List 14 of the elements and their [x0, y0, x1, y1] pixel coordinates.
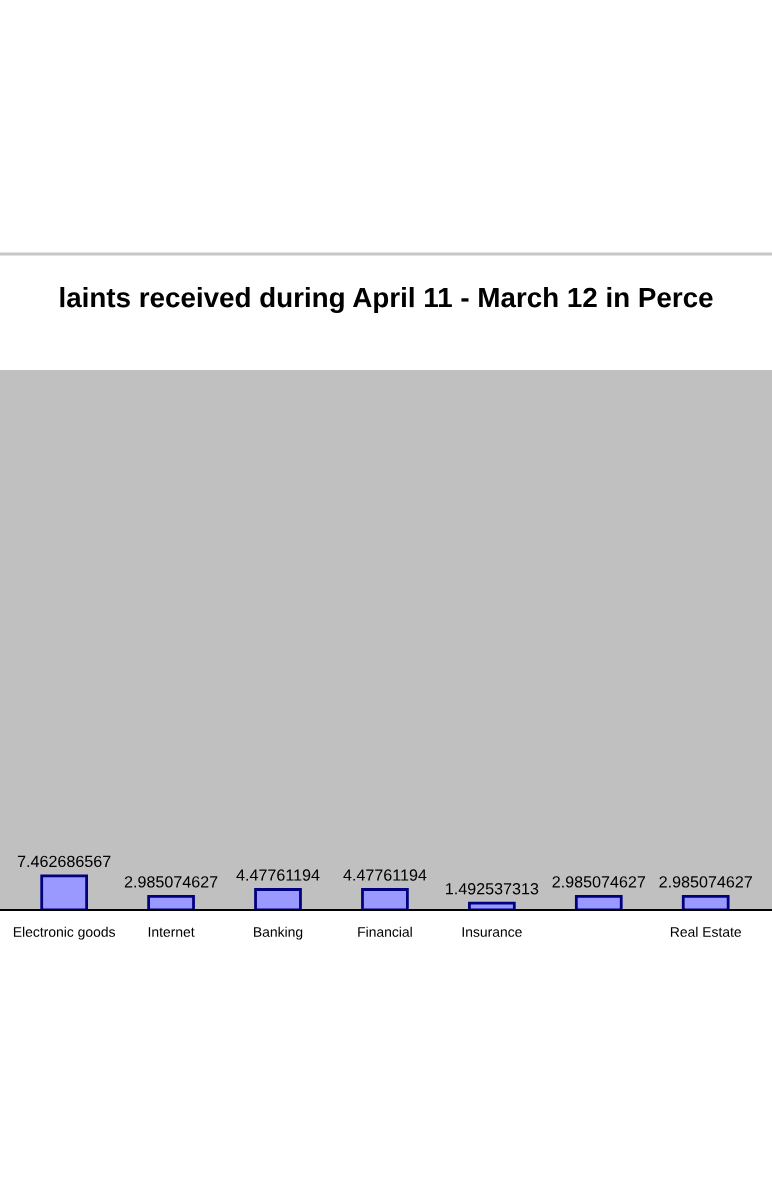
- chart-title: laints received during April 11 - March 12 in Perce: [60, 286, 713, 314]
- bar: [254, 888, 302, 910]
- bar: [40, 874, 88, 910]
- bar: [361, 888, 409, 910]
- bar: [681, 894, 730, 910]
- data-label: 2.985074627: [659, 876, 752, 888]
- data-label: 4.47761194: [236, 869, 320, 881]
- data-label: 2.985074627: [552, 876, 646, 888]
- data-label: 7.462686567: [17, 855, 111, 868]
- data-label: 4.47761194: [343, 869, 427, 881]
- data-label: 1.492537313: [446, 883, 539, 895]
- bar: [147, 894, 195, 910]
- bar: [574, 894, 623, 910]
- data-label: 2.985074627: [124, 876, 218, 888]
